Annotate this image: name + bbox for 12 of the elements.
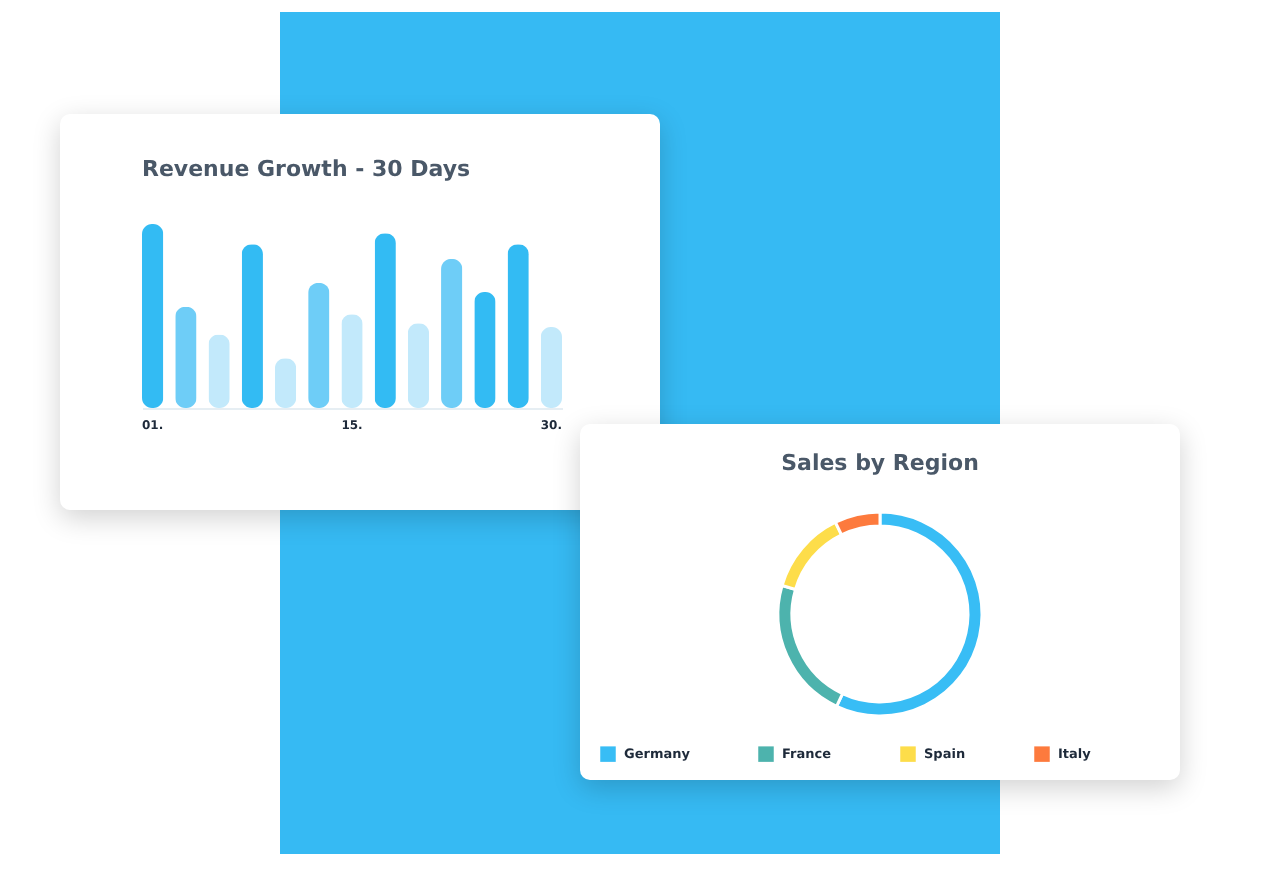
bar — [441, 258, 463, 408]
bar — [142, 224, 164, 408]
bar — [540, 327, 562, 408]
bar — [374, 233, 396, 408]
chart-title: Revenue Growth - 30 Days — [142, 156, 472, 182]
bar — [507, 244, 529, 408]
chart-title: Sales by Region — [781, 450, 979, 476]
bar — [474, 292, 496, 408]
bar — [308, 282, 330, 408]
bar — [175, 306, 197, 408]
bar — [407, 323, 430, 408]
bar — [241, 244, 263, 408]
